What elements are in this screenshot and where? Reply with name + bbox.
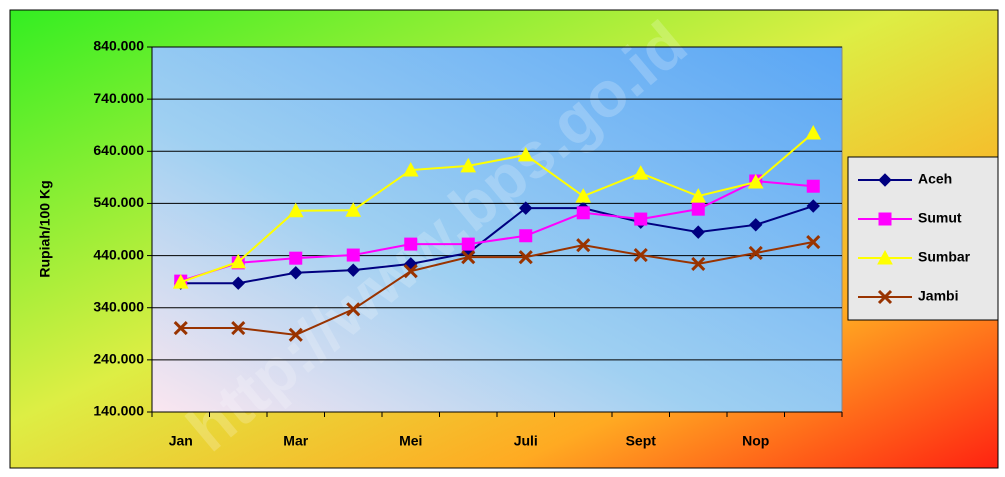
x-tick-label: Nop	[742, 433, 769, 449]
data-point	[289, 266, 303, 280]
y-tick-label: 740.000	[93, 90, 144, 106]
legend-marker	[878, 212, 892, 226]
data-point	[288, 327, 303, 342]
data-point	[345, 202, 362, 217]
data-point	[518, 250, 533, 265]
data-point	[691, 225, 705, 239]
data-point	[402, 162, 419, 177]
y-tick-label: 140.000	[93, 403, 144, 419]
data-point	[576, 206, 590, 220]
data-point	[461, 237, 475, 251]
data-point	[747, 173, 764, 189]
data-point	[172, 274, 189, 289]
data-point	[748, 245, 763, 261]
data-point	[806, 234, 821, 250]
data-point	[404, 237, 418, 251]
y-tick-label: 440.000	[93, 246, 144, 262]
data-point	[346, 248, 360, 262]
data-point	[634, 212, 648, 226]
legend-marker	[878, 173, 892, 187]
legend-label: Sumbar	[918, 249, 971, 265]
data-point	[403, 264, 418, 279]
legend-label: Sumut	[918, 210, 962, 226]
x-tick-label: Mar	[283, 433, 308, 449]
data-point	[806, 199, 820, 213]
y-tick-label: 340.000	[93, 298, 144, 314]
data-point	[231, 276, 245, 290]
data-point	[690, 188, 707, 203]
data-point	[173, 320, 188, 336]
series-line	[180, 241, 814, 336]
data-point	[231, 320, 246, 336]
data-point	[805, 124, 822, 140]
series-line	[180, 179, 814, 283]
y-tick-label: 240.000	[93, 351, 144, 367]
legend-marker	[877, 289, 893, 305]
legend-box	[847, 156, 999, 321]
data-point	[749, 218, 763, 232]
data-point	[519, 201, 533, 215]
data-point	[346, 263, 360, 277]
x-tick-label: Mei	[399, 433, 422, 449]
data-point	[806, 179, 820, 193]
data-point	[230, 253, 247, 269]
data-point	[632, 165, 649, 180]
series-line	[180, 132, 814, 284]
data-point	[460, 157, 477, 173]
x-tick-label: Sept	[626, 433, 657, 449]
data-point	[289, 251, 303, 265]
x-tick-label: Juli	[514, 433, 538, 449]
data-point	[346, 302, 361, 317]
y-tick-label: 640.000	[93, 142, 144, 158]
y-tick-label: 540.000	[93, 194, 144, 210]
data-point	[576, 238, 591, 253]
y-tick-label: 840.000	[93, 38, 144, 54]
data-point	[519, 229, 533, 243]
y-axis-label: Rupiah/100 Kg	[37, 180, 53, 277]
legend-label: Jambi	[918, 288, 958, 304]
data-point	[691, 202, 705, 216]
series-line	[180, 205, 814, 285]
legend-label: Aceh	[918, 171, 952, 187]
data-point	[461, 250, 476, 265]
data-point	[575, 188, 592, 203]
data-point	[517, 146, 534, 162]
data-point	[633, 247, 648, 263]
legend-marker	[877, 249, 893, 265]
data-point	[287, 202, 304, 218]
data-point	[691, 256, 706, 271]
x-tick-label: Jan	[169, 433, 193, 449]
